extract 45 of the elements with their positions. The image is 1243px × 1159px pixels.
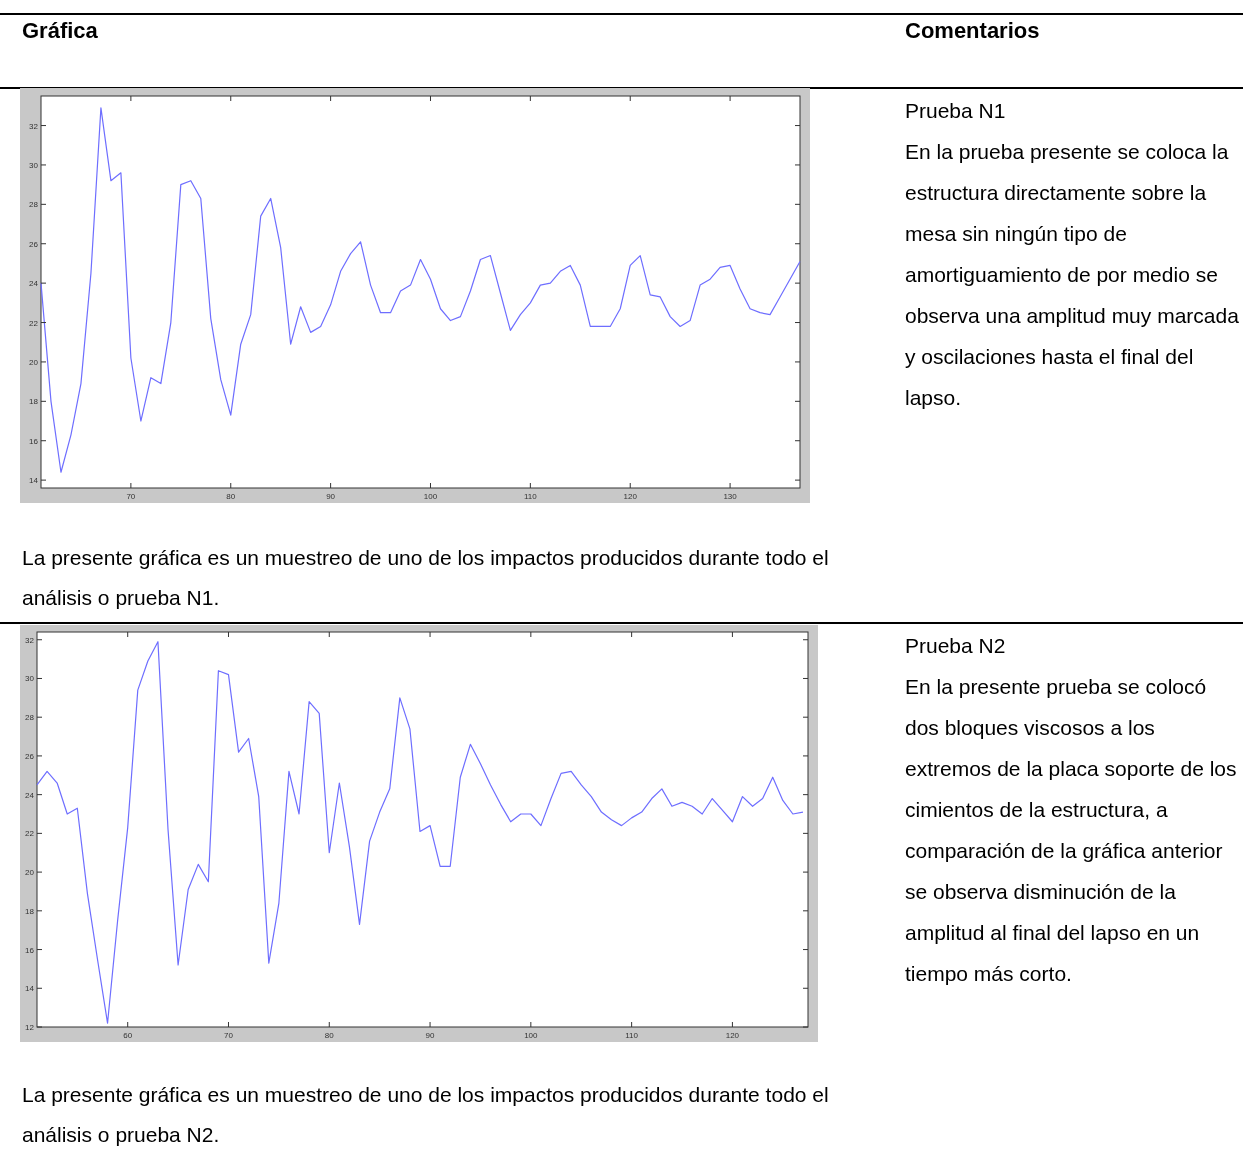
text: En la prueba presente se coloca la estructura directamente sobre la mesa sin ningún tipo de amortiguamiento de por medio se observa una amplitud muy marcada y oscilaciones hasta el final del lapso. — [905, 139, 1240, 411]
y-tick-label: 32 — [29, 121, 39, 131]
text: Comentarios — [905, 18, 1040, 44]
y-tick-label: 32 — [25, 635, 35, 645]
x-tick-label: 80 — [226, 492, 236, 501]
line-series — [36, 641, 804, 1024]
y-tick-label: 20 — [25, 868, 35, 878]
y-tick-label: 28 — [25, 713, 35, 723]
x-tick-label: 120 — [623, 492, 638, 501]
y-tick-label: 22 — [25, 829, 35, 839]
x-tick-label: 70 — [224, 1031, 234, 1040]
x-tick-label: 120 — [725, 1031, 740, 1040]
y-tick-label: 28 — [29, 200, 39, 210]
y-tick-label: 14 — [25, 984, 35, 994]
x-tick-label: 100 — [423, 492, 438, 501]
x-tick-label: 60 — [123, 1031, 133, 1040]
line-series — [40, 107, 801, 473]
y-tick-label: 22 — [29, 318, 39, 328]
y-tick-label: 12 — [25, 1023, 35, 1032]
x-tick-label: 90 — [326, 492, 336, 501]
y-tick-label: 16 — [29, 436, 39, 446]
y-tick-label: 14 — [29, 476, 39, 486]
y-tick-label: 30 — [29, 160, 39, 170]
text: Prueba N1 — [905, 98, 1007, 124]
x-tick-label: 90 — [425, 1031, 436, 1040]
y-tick-label: 26 — [25, 751, 35, 761]
y-tick-label: 16 — [25, 945, 35, 955]
text: En la presente prueba se colocó dos bloques viscosos a los extremos de la placa soporte de los cimientos de la estructura, a comparación de la gráfica anterior se observa disminución de la amplitud al final del lapso en un tiempo más corto. — [905, 674, 1238, 987]
text: La presente gráfica es un muestreo de uno de los impactos producidos durante todo el análisis o prueba N1. — [22, 545, 830, 611]
x-tick-label: 110 — [523, 492, 538, 501]
text: La presente gráfica es un muestreo de uno de los impactos producidos durante todo el análisis o prueba N2. — [22, 1082, 830, 1148]
x-tick-label: 110 — [625, 1031, 639, 1040]
x-tick-label: 70 — [126, 492, 136, 501]
y-tick-label: 26 — [29, 239, 39, 249]
x-tick-label: 80 — [324, 1031, 335, 1040]
x-tick-label: 100 — [524, 1031, 539, 1040]
text: Prueba N2 — [905, 633, 1007, 659]
x-tick-label: 130 — [723, 492, 738, 501]
y-tick-label: 30 — [25, 674, 35, 684]
y-tick-label: 18 — [25, 906, 35, 916]
y-tick-label: 18 — [29, 397, 39, 407]
y-tick-label: 24 — [25, 790, 35, 800]
y-tick-label: 20 — [29, 357, 39, 367]
y-tick-label: 24 — [29, 279, 39, 289]
text: Gráfica — [22, 18, 98, 44]
